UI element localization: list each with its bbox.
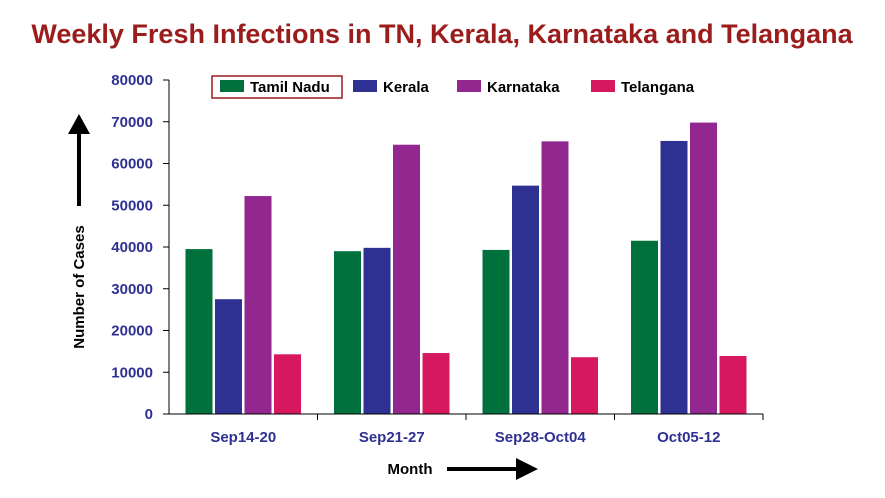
bar-kerala bbox=[512, 185, 539, 414]
legend-label: Kerala bbox=[383, 79, 430, 96]
bar-tamil-nadu bbox=[482, 249, 510, 414]
y-tick-label: 50000 bbox=[111, 197, 153, 214]
bar-telangana bbox=[571, 357, 598, 414]
legend-swatch bbox=[457, 80, 481, 92]
y-axis-label: Number of Cases bbox=[71, 225, 88, 348]
x-tick-label: Sep28-Oct04 bbox=[495, 429, 587, 446]
x-axis-ticks: Sep14-20 Sep21-27 Sep28-Oct04 Oct05-12 bbox=[210, 414, 764, 446]
x-tick-label: Sep21-27 bbox=[359, 429, 425, 446]
legend-selection-box bbox=[211, 75, 343, 99]
x-tick-label: Oct05-12 bbox=[657, 429, 720, 446]
bar-telangana bbox=[422, 353, 450, 414]
bar-tamil-nadu bbox=[334, 251, 361, 414]
legend-swatch bbox=[353, 80, 377, 92]
chart-title: Weekly Fresh Infections in TN, Kerala, K… bbox=[31, 19, 853, 49]
bar-kerala bbox=[660, 140, 688, 414]
x-tick-label: Sep14-20 bbox=[210, 429, 276, 446]
bars bbox=[185, 122, 747, 415]
y-axis-arrow-icon bbox=[68, 114, 90, 134]
legend-label: Telangana bbox=[621, 79, 695, 96]
legend: Tamil Nadu Kerala Karnataka Telangana bbox=[211, 75, 695, 99]
bar-telangana bbox=[719, 355, 747, 414]
bar-karnataka bbox=[244, 196, 272, 414]
legend-label: Karnataka bbox=[487, 79, 560, 96]
x-axis-label: Month bbox=[388, 461, 433, 478]
bar-tamil-nadu bbox=[631, 240, 658, 414]
y-tick-label: 30000 bbox=[111, 281, 153, 298]
y-tick-label: 80000 bbox=[111, 72, 153, 89]
y-tick-label: 40000 bbox=[111, 239, 153, 256]
bar-karnataka bbox=[393, 144, 420, 414]
bar-kerala bbox=[363, 247, 391, 414]
y-tick-label: 0 bbox=[145, 406, 153, 423]
legend-label: Tamil Nadu bbox=[250, 79, 330, 96]
bar-karnataka bbox=[541, 141, 569, 414]
y-tick-label: 60000 bbox=[111, 156, 153, 173]
y-tick-label: 10000 bbox=[111, 364, 153, 381]
y-tick-label: 70000 bbox=[111, 114, 153, 131]
legend-swatch bbox=[591, 80, 615, 92]
bar-telangana bbox=[274, 354, 301, 414]
bar-tamil-nadu bbox=[185, 249, 213, 414]
x-axis-arrow-icon bbox=[516, 458, 538, 480]
bar-karnataka bbox=[690, 122, 717, 415]
y-tick-label: 20000 bbox=[111, 323, 153, 340]
bar-kerala bbox=[215, 299, 242, 414]
y-axis-ticks: 0 10000 20000 30000 40000 50000 60000 70000 8000… bbox=[111, 72, 169, 423]
legend-swatch bbox=[220, 80, 244, 92]
